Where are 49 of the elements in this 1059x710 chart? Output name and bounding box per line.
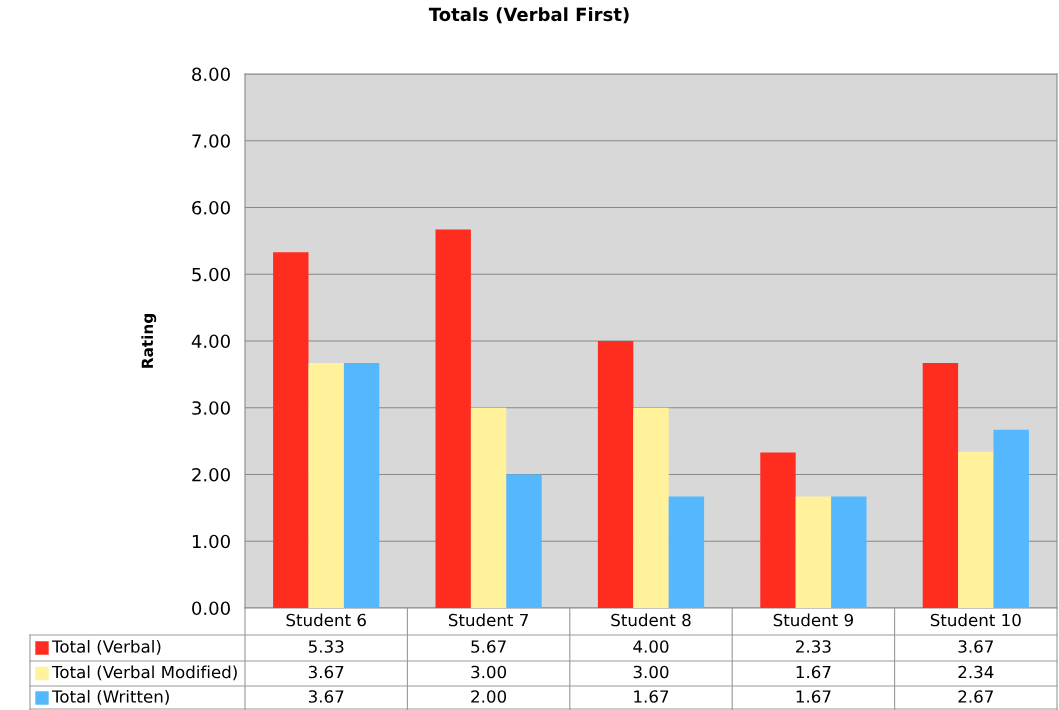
y-tick-label: 3.00 [192, 401, 230, 415]
bar [506, 474, 542, 608]
data-label: 3.67 [958, 640, 993, 653]
bar [343, 363, 380, 608]
data-label: 1.67 [796, 665, 831, 679]
y-tick-label: 6.00 [192, 200, 230, 215]
data-label: 4.00 [633, 640, 669, 653]
bar [470, 407, 507, 608]
bar [831, 496, 867, 608]
bar [795, 496, 832, 608]
data-label: 5.67 [471, 640, 506, 653]
data-label: 2.34 [958, 665, 994, 679]
data-label: 3.00 [471, 665, 507, 679]
x-tick-label: Student 6 [286, 613, 366, 627]
bar [922, 363, 959, 608]
bar [993, 429, 1029, 608]
bar [958, 451, 994, 608]
data-label: 1.67 [634, 690, 669, 703]
bar [308, 363, 344, 608]
y-tick-label: 7.00 [192, 134, 230, 148]
data-label: 2.00 [471, 690, 507, 703]
legend-label: Total (Verbal Modified) [51, 665, 237, 681]
x-tick-label: Student 9 [773, 613, 853, 627]
bar [668, 496, 705, 608]
bar [633, 407, 669, 608]
bar [760, 452, 796, 608]
y-tick-label: 4.00 [191, 334, 230, 349]
data-label: 2.33 [796, 640, 831, 653]
y-tick-label: 0.00 [192, 601, 230, 616]
y-axis-title: Rating [141, 314, 157, 368]
legend-label: Total (Verbal) [51, 639, 161, 655]
bar [597, 341, 634, 608]
legend-label: Total (Written) [51, 689, 169, 705]
y-tick-label: 1.00 [192, 534, 230, 549]
data-label: 3.67 [308, 665, 344, 679]
bar [435, 229, 471, 608]
chart-title: Totals (Verbal First) [428, 7, 629, 24]
data-label: 3.00 [633, 665, 669, 679]
x-tick-label: Student 8 [611, 613, 691, 627]
x-tick-label: Student 10 [930, 613, 1021, 627]
data-label: 3.67 [308, 690, 344, 703]
y-tick-label: 2.00 [192, 467, 230, 482]
data-label: 5.33 [308, 640, 344, 653]
bar [273, 252, 309, 608]
data-label: 2.67 [958, 690, 993, 703]
x-tick-label: Student 7 [448, 613, 528, 627]
data-label: 1.67 [796, 690, 831, 703]
y-tick-label: 8.00 [192, 67, 230, 82]
y-tick-label: 5.00 [192, 267, 230, 282]
